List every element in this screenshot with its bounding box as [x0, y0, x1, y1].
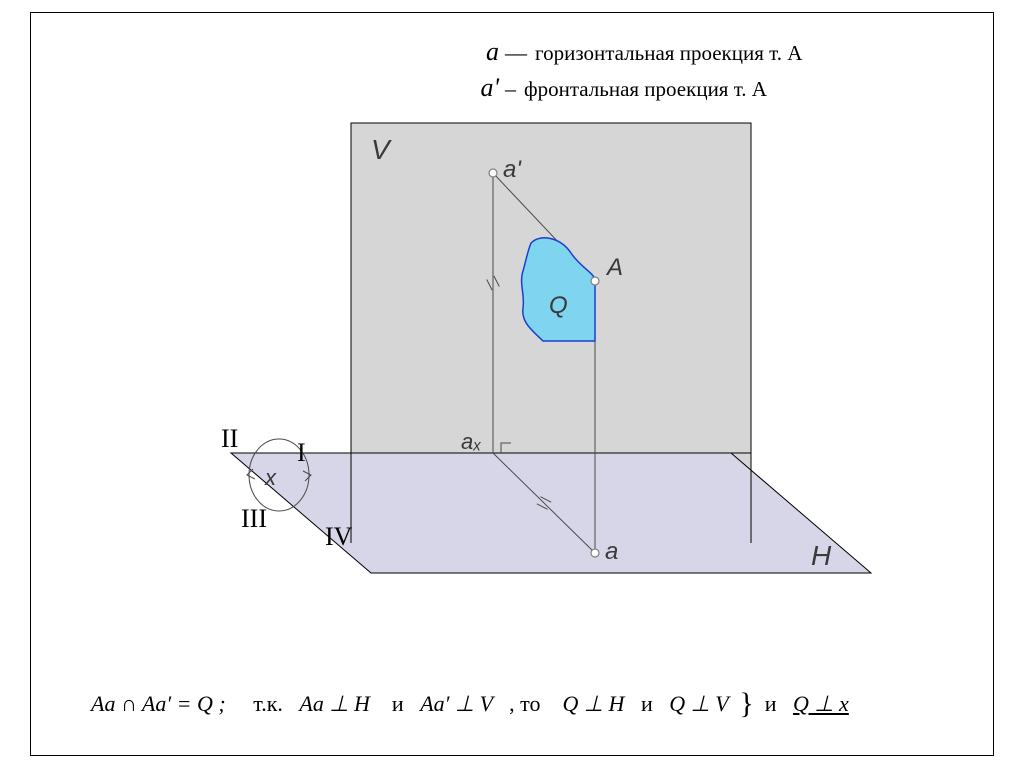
formula-p3: Aa ⊥ H — [299, 691, 370, 716]
legend: a — горизонтальная проекция т. А a' – фр… — [459, 37, 802, 109]
label-III: III — [241, 504, 267, 533]
formula-p2: т.к. — [253, 691, 283, 716]
legend-sym-a: a — [459, 37, 499, 67]
label-ax: aₓ — [461, 429, 482, 454]
legend-text-1: горизонтальная проекция т. А — [535, 41, 802, 66]
formula-p11: Q ⊥ x — [793, 691, 849, 716]
label-II: II — [221, 424, 238, 453]
label-Q: Q — [549, 292, 568, 319]
formula-p9: Q ⊥ V — [669, 691, 728, 716]
label-x: x — [264, 465, 277, 490]
formula-p4: и — [392, 691, 404, 716]
formula-line: Aa ∩ Aa′ = Q ; т.к. Aa ⊥ H и Aa′ ⊥ V , т… — [91, 685, 849, 719]
label-V: V — [371, 134, 392, 165]
formula-brace: } — [739, 687, 753, 720]
label-a: a — [605, 538, 618, 565]
diagram-container: VHa'AQaₓaIIIIIIIVx — [171, 113, 931, 633]
formula-p10: и — [765, 691, 777, 716]
formula-p7: Q ⊥ H — [562, 691, 624, 716]
legend-sym-aprime: a' — [459, 73, 499, 103]
label-a-prime: a' — [503, 156, 522, 183]
legend-text-2: фронтальная проекция т. А — [524, 77, 767, 102]
legend-dash-2: – — [505, 76, 516, 102]
formula-p1: Aa ∩ Aa′ = Q ; — [91, 691, 226, 716]
label-A: A — [605, 254, 623, 281]
point-a-prime — [489, 169, 497, 177]
projection-diagram: VHa'AQaₓaIIIIIIIVx — [171, 113, 931, 633]
outer-frame: a — горизонтальная проекция т. А a' – фр… — [30, 12, 994, 756]
label-I: I — [297, 438, 306, 467]
label-IV: IV — [325, 522, 353, 551]
legend-row-2: a' – фронтальная проекция т. А — [459, 73, 802, 103]
h-plane — [231, 453, 871, 573]
point-a — [591, 549, 599, 557]
formula-p8: и — [641, 691, 653, 716]
formula-p5: Aa′ ⊥ V — [420, 691, 492, 716]
formula-p6: , то — [509, 691, 540, 716]
point-A — [591, 277, 599, 285]
label-H: H — [811, 540, 832, 571]
legend-dash-1: — — [505, 40, 527, 66]
legend-row-1: a — горизонтальная проекция т. А — [459, 37, 802, 67]
